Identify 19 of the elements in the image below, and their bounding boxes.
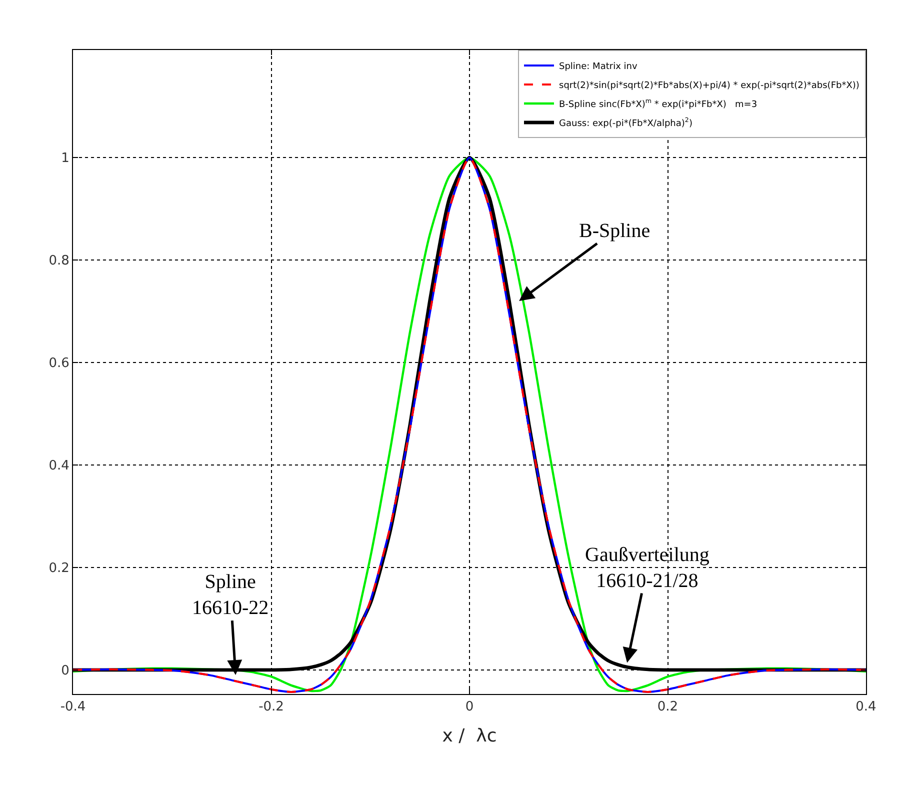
legend-label: sqrt(2)*sin(pi*sqrt(2)*Fb*abs(X)+pi/4) * exp(-pi*sqrt(2)*abs(Fb*X)) [559,81,860,92]
y-tick-label: 0.8 [48,254,70,269]
legend-label: Spline: Matrix inv [559,62,638,72]
y-tick-label: 0 [61,663,70,678]
x-axis-title: x / λc [442,726,497,747]
x-tick-label: -0.2 [258,700,284,715]
annotation: Spline 16610-22 [192,571,269,619]
x-tick-label: 0.2 [657,700,678,715]
x-tick-label: 0 [465,700,474,715]
y-tick-label: 0.6 [48,356,70,372]
x-tick-label: -0.4 [60,700,86,715]
y-tick-label: 0.4 [48,458,70,474]
x-tick-label: 0.4 [856,700,876,715]
y-tick-label: 1 [61,151,70,166]
legend-label: B-Spline sinc(Fb*X)$^{m}$ * exp(i*pi*Fb*X) m=3 [559,98,758,110]
annotation: Gaußverteilung 16610-21/28 [585,544,710,592]
annotation: B-Spline [579,220,650,242]
legend-label: Gauss: exp(-pi*(Fb*X/alpha)$^{2}$) [559,117,692,130]
y-tick-label: 0.2 [48,561,70,576]
